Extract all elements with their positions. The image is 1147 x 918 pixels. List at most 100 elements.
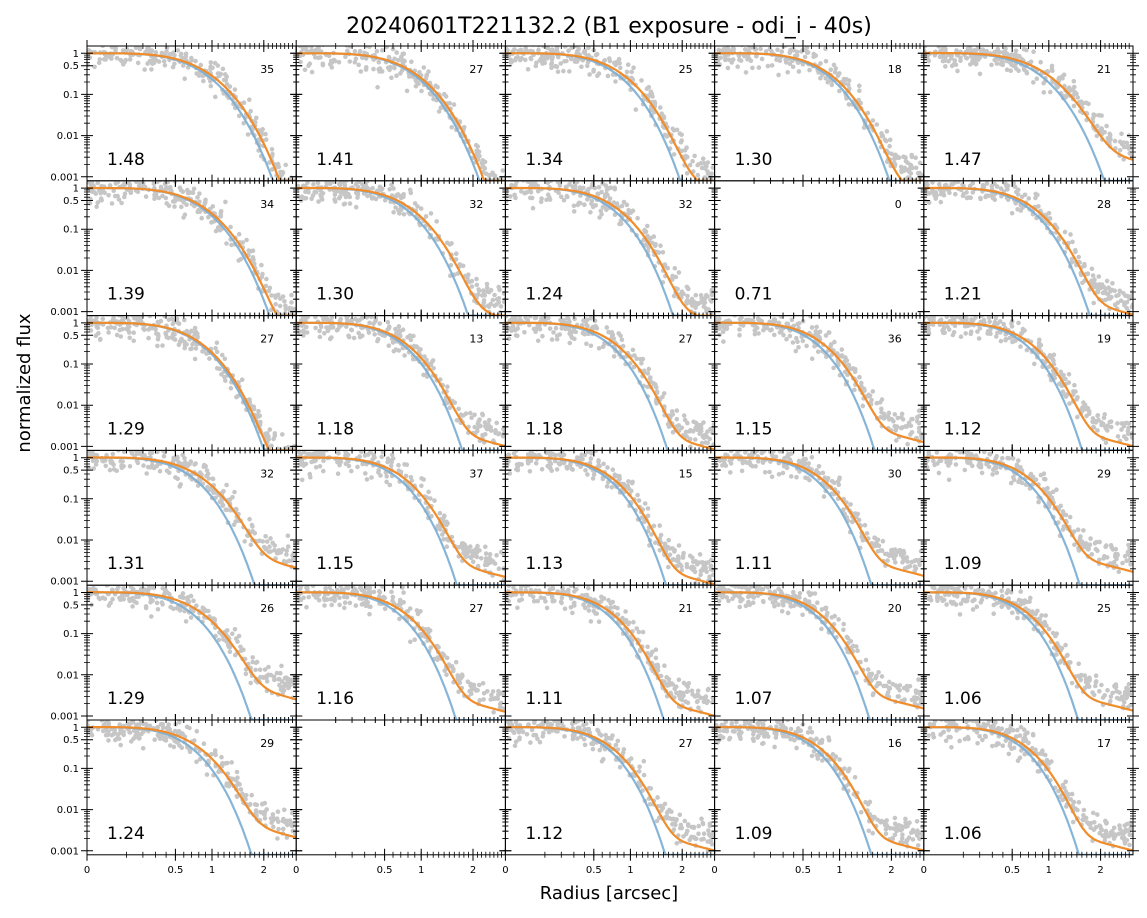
psf-panel: 1.12 19 [917, 309, 1139, 457]
model-curve-orange [87, 726, 297, 839]
x-tick-label: 0 [921, 865, 927, 876]
y-tick-label: 0.5 [63, 61, 79, 72]
x-tick-label: 2 [888, 865, 894, 876]
flux-scatter-points [923, 180, 1133, 316]
model-curve-orange [505, 591, 715, 717]
flux-scatter-points [923, 46, 1133, 162]
y-tick-label: 0.001 [50, 846, 79, 857]
model-curve-orange [296, 591, 506, 713]
x-tick-label: 2 [679, 865, 685, 876]
figure-title: 20240601T221132.2 (B1 exposure - odi_i -… [346, 14, 872, 39]
y-tick-label: 0.01 [57, 536, 79, 547]
panel-star-count: 19 [1097, 333, 1111, 346]
panel-plot-area [505, 46, 715, 181]
panel-fwhm-label: 1.21 [944, 285, 982, 305]
y-tick-label: 1 [73, 184, 79, 195]
model-curve-orange [714, 591, 924, 710]
x-tick-label: 0.5 [167, 865, 183, 876]
psf-panel: 1.09 29 [917, 444, 1139, 592]
panel-fwhm-label: 1.18 [316, 419, 354, 439]
psf-panel: 1.13 15 [499, 444, 721, 592]
panel-plot-area [296, 46, 506, 181]
y-tick-label: 1 [73, 453, 79, 464]
panel-plot-area [923, 46, 1133, 181]
psf-panel: 10.5 0.1 0.01 0.001 1.48 35 [50, 40, 303, 187]
x-tick-label: 0 [84, 865, 90, 876]
model-curve-orange [714, 52, 924, 181]
panel-star-count: 34 [260, 198, 274, 211]
panel-star-count: 18 [888, 63, 902, 76]
psf-panel: 1.18 27 [499, 309, 721, 457]
panel-fwhm-label: 1.41 [316, 150, 354, 170]
psf-panel: 1.15 36 [708, 309, 930, 457]
y-tick-label: 0.1 [63, 629, 79, 640]
psf-panel: 10.5 0.1 0.01 0.001 1.29 26 [50, 579, 303, 726]
panel-star-count: 28 [1097, 198, 1111, 211]
y-tick-label: 1 [73, 723, 79, 734]
psf-panel: 1.18 13 [290, 309, 512, 457]
flux-scatter-points [923, 450, 1133, 575]
psf-panel: 1.07 20 [708, 579, 930, 726]
x-tick-label: 0 [711, 865, 717, 876]
x-tick-label: 2 [1097, 865, 1103, 876]
x-tick-label: 0.5 [795, 865, 811, 876]
y-tick-label: 1 [73, 588, 79, 599]
panel-plot-area [923, 450, 1133, 586]
panel-fwhm-label: 1.07 [735, 689, 773, 709]
psf-panel: 1.11 30 [708, 444, 930, 592]
x-tick-label: 0.5 [1004, 865, 1020, 876]
x-tick-label: 1 [1046, 865, 1052, 876]
panel-fwhm-label: 1.34 [525, 150, 563, 170]
psf-panel: 1.15 37 [290, 444, 512, 592]
model-curve-orange [296, 186, 506, 316]
y-tick-label: 0.5 [63, 466, 79, 477]
panel-plot-area [87, 46, 297, 181]
minor-ticks [920, 717, 1136, 858]
model-curve-orange [505, 321, 715, 451]
y-tick-label: 0.01 [57, 266, 79, 277]
panel-plot-area [87, 180, 297, 316]
panel-star-count: 27 [469, 602, 483, 615]
panel-star-count: 30 [888, 467, 902, 480]
psf-panel: 0 0.5 1 2 1.12 27 [499, 714, 721, 876]
model-curve-orange [87, 321, 297, 451]
psf-panel: 1.30 32 [290, 174, 512, 322]
panel-fwhm-label: 1.24 [107, 824, 145, 844]
panel-plot-area [505, 450, 715, 586]
psf-panel: 0 0.5 1 2 1.09 16 [708, 714, 930, 876]
y-tick-label: 0.1 [63, 90, 79, 101]
flux-scatter-points [87, 585, 297, 701]
y-tick-label: 0.01 [57, 670, 79, 681]
y-tick-label: 0.001 [50, 307, 79, 318]
flux-scatter-points [714, 720, 924, 849]
y-tick-label: 0.5 [63, 735, 79, 746]
flux-scatter-points [715, 585, 924, 710]
y-tick-label: 1 [73, 318, 79, 329]
y-tick-label: 0.001 [50, 712, 79, 723]
panel-star-count: 25 [1097, 602, 1111, 615]
panel-fwhm-label: 1.30 [735, 150, 773, 170]
panel-fwhm-label: 1.18 [525, 419, 563, 439]
model-curve-orange [923, 726, 1133, 852]
flux-scatter-points [923, 720, 1133, 849]
panel-fwhm-label: 1.11 [735, 554, 773, 574]
panel-star-count: 27 [260, 333, 274, 346]
panel-star-count: 21 [1097, 63, 1111, 76]
model-curve-orange [296, 52, 506, 181]
y-tick-label: 0.5 [63, 600, 79, 611]
psf-panel: 1.16 27 [290, 579, 512, 726]
panel-plot-area [714, 450, 924, 586]
panel-star-count: 27 [679, 333, 693, 346]
panel-fwhm-label: 1.24 [525, 285, 563, 305]
panel-star-count: 32 [260, 467, 274, 480]
y-tick-label: 0.001 [50, 172, 79, 183]
major-ticks [290, 714, 512, 861]
flux-scatter-points [296, 180, 506, 315]
y-tick-label: 0.5 [63, 331, 79, 342]
minor-ticks [293, 717, 509, 858]
panel-fwhm-label: 1.12 [944, 419, 982, 439]
psf-panel: 1 0.5 0.1 0.01 0.001 1.29 27 [50, 309, 303, 457]
panel-fwhm-label: 1.15 [735, 419, 773, 439]
y-tick-label: 0.5 [63, 196, 79, 207]
